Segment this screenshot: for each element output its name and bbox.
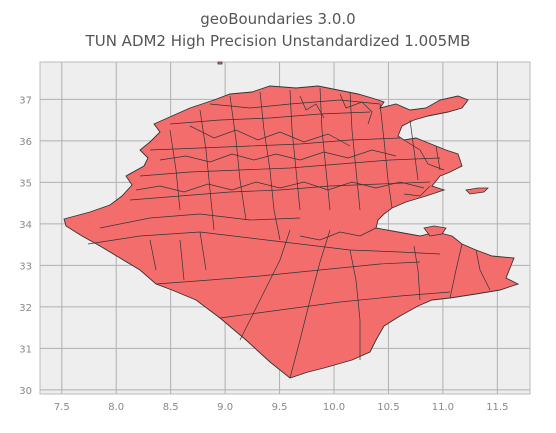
y-tick-label: 32	[19, 303, 32, 314]
x-tick-label: 10.5	[377, 402, 399, 413]
map-title: geoBoundaries 3.0.0	[200, 10, 356, 28]
x-tick-label: 11.0	[432, 402, 454, 413]
y-tick-label: 34	[19, 220, 32, 231]
tunisia-country-shape	[63, 61, 520, 379]
x-tick-label: 11.5	[486, 402, 508, 413]
y-tick-label: 36	[19, 137, 32, 148]
y-tick-label: 35	[19, 178, 32, 189]
y-tick-label: 37	[19, 95, 32, 106]
y-tick-label: 30	[19, 386, 32, 397]
x-tick-label: 9.0	[217, 402, 233, 413]
admin-boundaries	[87, 87, 491, 379]
y-tick-label: 31	[19, 344, 32, 355]
tunisia-outline	[63, 85, 520, 379]
x-tick-label: 9.5	[272, 402, 288, 413]
map-subtitle: TUN ADM2 High Precision Unstandardized 1…	[85, 32, 471, 50]
x-tick-label: 10.0	[323, 402, 345, 413]
island-north	[217, 61, 223, 65]
y-tick-label: 33	[19, 261, 32, 272]
x-tick-label: 8.5	[163, 402, 179, 413]
island-east	[465, 187, 489, 195]
x-tick-label: 7.5	[54, 402, 70, 413]
island-djerba	[423, 225, 447, 237]
axis-ticks: 7.5 8.0 8.5 9.0 9.5 10.0 10.5 11.0 11.5 37 36 35 34 3…	[19, 95, 508, 413]
x-tick-label: 8.0	[108, 402, 124, 413]
